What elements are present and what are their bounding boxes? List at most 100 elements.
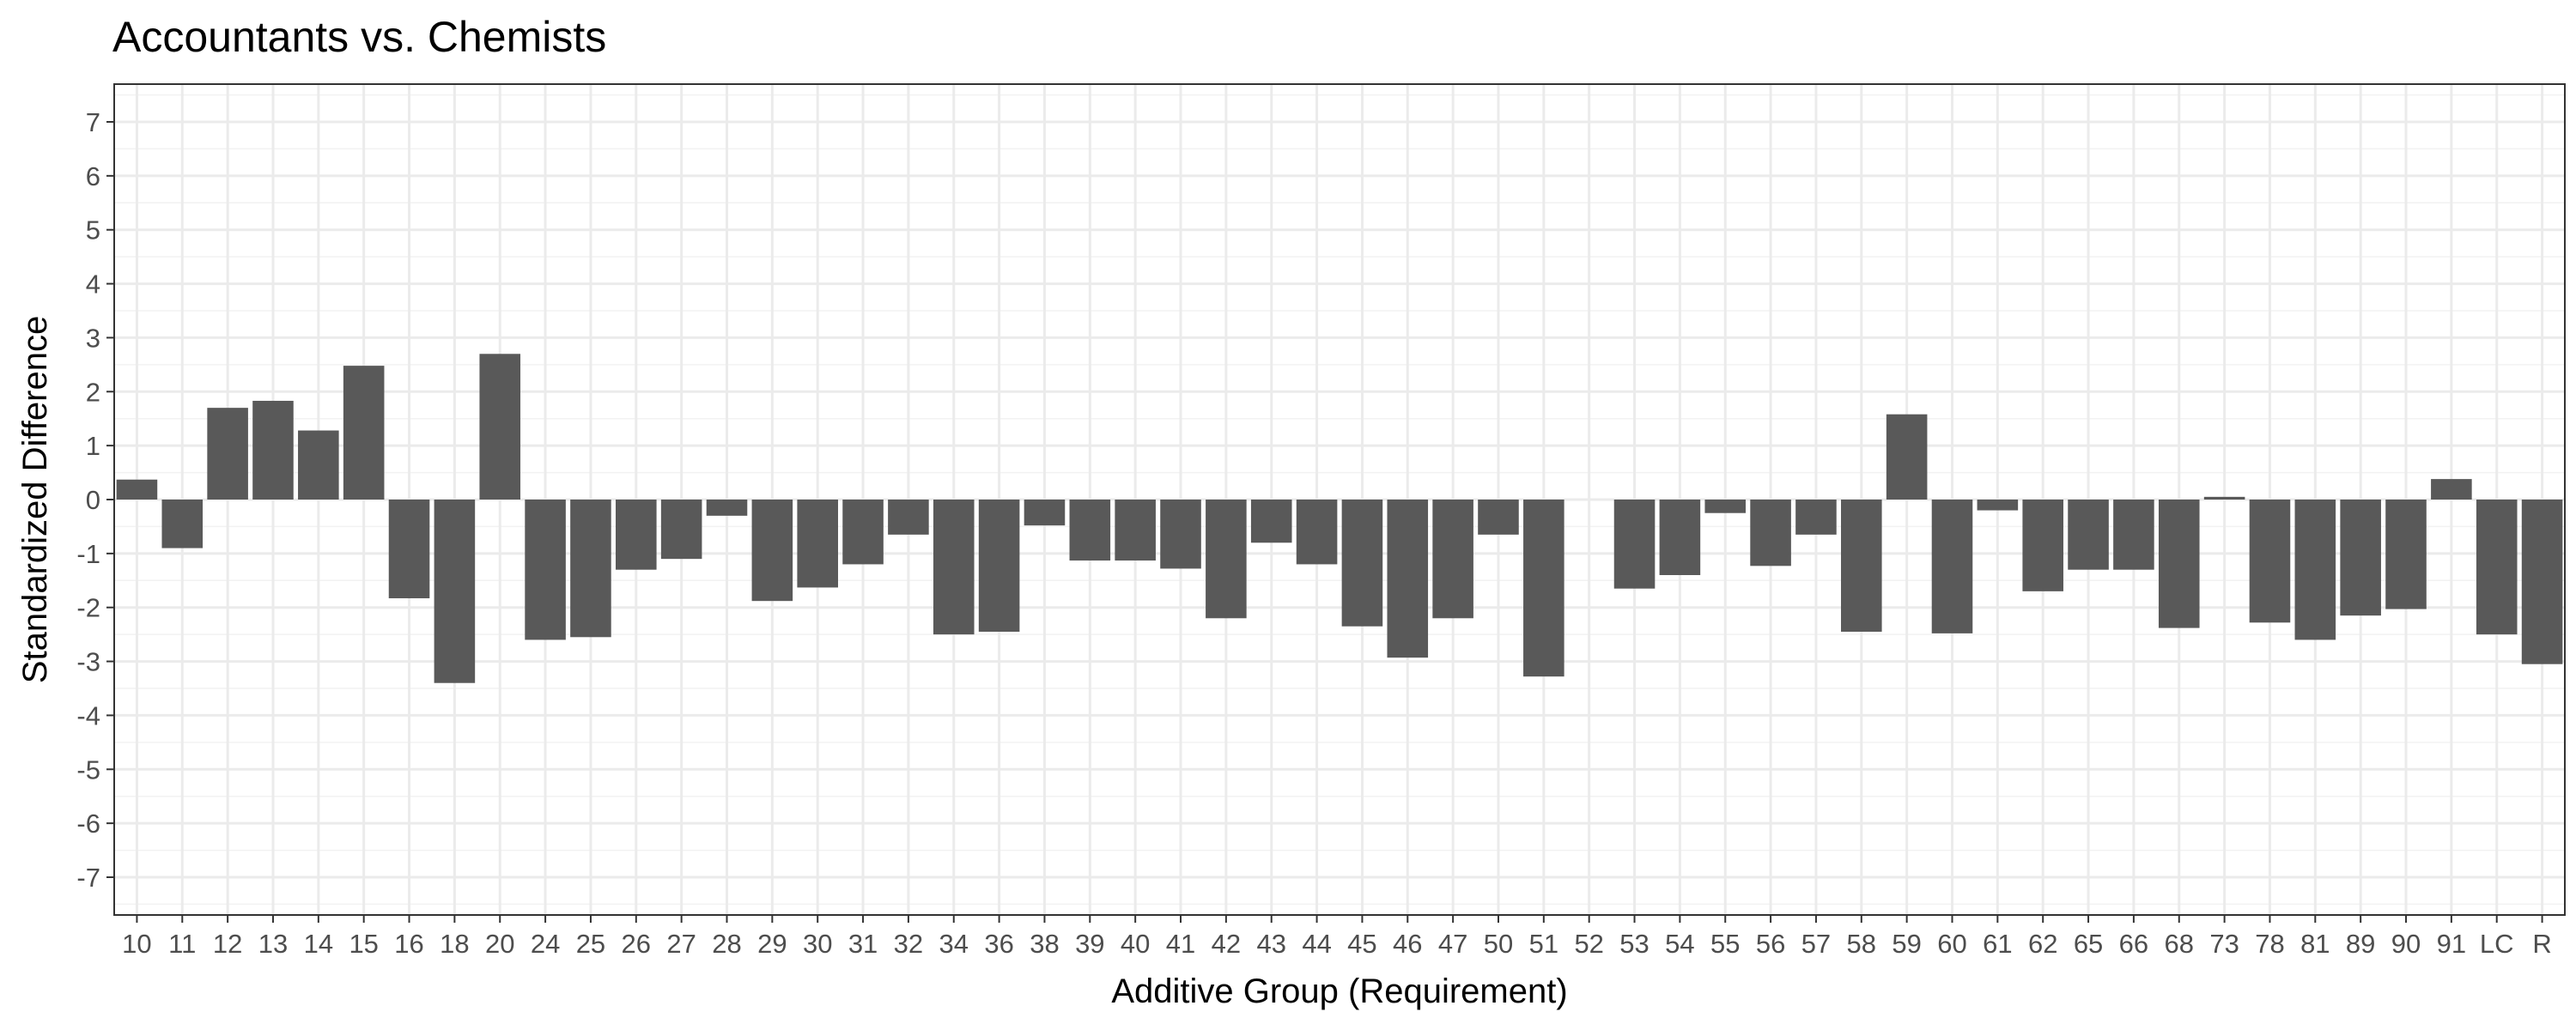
bar-60 <box>1931 500 1973 633</box>
bar-73 <box>2203 496 2245 500</box>
x-tick-label: 39 <box>1075 929 1104 959</box>
bar-91 <box>2431 479 2472 500</box>
bars <box>116 354 2563 683</box>
bar-28 <box>706 500 748 516</box>
y-tick-label: 0 <box>86 485 100 515</box>
x-tick-label: 25 <box>576 929 605 959</box>
x-tick-label: 40 <box>1121 929 1150 959</box>
x-tick-label: 12 <box>213 929 242 959</box>
x-tick-label: 68 <box>2165 929 2194 959</box>
x-tick-label: 89 <box>2346 929 2375 959</box>
x-tick-label: 26 <box>622 929 651 959</box>
bar-51 <box>1523 500 1564 677</box>
x-tick-label: 50 <box>1484 929 1513 959</box>
x-tick-label: 51 <box>1529 929 1558 959</box>
bar-20 <box>479 354 521 500</box>
bar-26 <box>616 500 657 570</box>
x-tick-label: 30 <box>803 929 832 959</box>
bar-10 <box>116 479 158 500</box>
x-tick-label: 16 <box>394 929 423 959</box>
x-tick-label: 32 <box>894 929 923 959</box>
bar-54 <box>1659 500 1701 575</box>
bar-47 <box>1432 500 1473 619</box>
bar-39 <box>1069 500 1111 561</box>
x-tick-label: 41 <box>1166 929 1195 959</box>
bar-18 <box>434 500 476 683</box>
x-tick-label: 73 <box>2209 929 2239 959</box>
x-tick-label: 45 <box>1347 929 1376 959</box>
bar-58 <box>1841 500 1882 632</box>
bar-30 <box>797 500 838 588</box>
bar-11 <box>161 500 204 548</box>
y-tick-label: 5 <box>86 215 100 245</box>
bar-24 <box>525 500 566 640</box>
x-tick-label: 20 <box>485 929 514 959</box>
x-tick-label: 57 <box>1801 929 1831 959</box>
bar-15 <box>343 366 385 500</box>
bar-56 <box>1750 500 1791 566</box>
x-tick-label: 28 <box>712 929 741 959</box>
y-tick-label: 2 <box>86 377 100 407</box>
minor-gridlines <box>114 94 2565 906</box>
x-tick-label: 54 <box>1665 929 1694 959</box>
x-tick-label: 90 <box>2391 929 2421 959</box>
x-tick-label: 46 <box>1393 929 1422 959</box>
x-tick-label: 58 <box>1847 929 1876 959</box>
y-tick-label: 4 <box>86 270 100 300</box>
x-tick-label: 43 <box>1256 929 1285 959</box>
x-tick-label: 53 <box>1619 929 1649 959</box>
x-tick-label: 14 <box>304 929 333 959</box>
y-axis-title: Standardized Difference <box>16 316 54 683</box>
bar-50 <box>1478 500 1519 535</box>
x-tick-label: 10 <box>122 929 151 959</box>
x-tick-label: 62 <box>2028 929 2057 959</box>
x-tick-label: 65 <box>2074 929 2103 959</box>
x-tick-label: 52 <box>1574 929 1603 959</box>
bar-13 <box>252 400 294 500</box>
bar-36 <box>978 500 1020 632</box>
bar-57 <box>1795 500 1837 535</box>
x-tick-label: 55 <box>1710 929 1740 959</box>
bar-38 <box>1024 500 1066 526</box>
bar-45 <box>1341 500 1383 627</box>
y-tick-label: -3 <box>76 647 100 677</box>
y-tick-label: -1 <box>76 539 100 569</box>
y-tick-label: -4 <box>76 700 100 730</box>
x-tick-label: 42 <box>1212 929 1241 959</box>
bar-R <box>2521 500 2563 664</box>
bar-32 <box>888 500 929 535</box>
x-tick-label: 91 <box>2437 929 2466 959</box>
x-tick-label: R <box>2532 929 2551 959</box>
x-tick-label: 36 <box>984 929 1013 959</box>
y-tick-label: -5 <box>76 754 100 785</box>
bar-40 <box>1115 500 1156 561</box>
x-tick-label: 61 <box>1983 929 2012 959</box>
chart-title: Accountants vs. Chemists <box>112 13 606 61</box>
x-tick-label: 11 <box>168 929 196 959</box>
x-tick-label: 31 <box>848 929 878 959</box>
x-tick-label: 47 <box>1438 929 1467 959</box>
x-tick-label: 81 <box>2300 929 2330 959</box>
y-tick-label: -7 <box>76 863 100 893</box>
y-tick-label: 7 <box>86 107 100 137</box>
y-tick-label: -2 <box>76 593 100 623</box>
bar-25 <box>570 500 611 638</box>
x-tick-label: 78 <box>2255 929 2284 959</box>
x-tick-label: 44 <box>1302 929 1331 959</box>
bar-66 <box>2113 500 2154 570</box>
bar-59 <box>1886 414 1928 500</box>
bar-53 <box>1613 500 1656 589</box>
x-tick-label: LC <box>2480 929 2514 959</box>
y-tick-label: 6 <box>86 161 100 191</box>
bar-12 <box>207 408 248 500</box>
bar-14 <box>298 430 339 500</box>
x-axis-title: Additive Group (Requirement) <box>1111 972 1567 1010</box>
bar-81 <box>2294 500 2336 640</box>
bar-44 <box>1296 500 1338 565</box>
y-tick-label: 3 <box>86 323 100 353</box>
bar-LC <box>2476 500 2518 635</box>
x-tick-label: 18 <box>440 929 469 959</box>
bar-46 <box>1387 500 1429 658</box>
bar-41 <box>1160 500 1201 569</box>
